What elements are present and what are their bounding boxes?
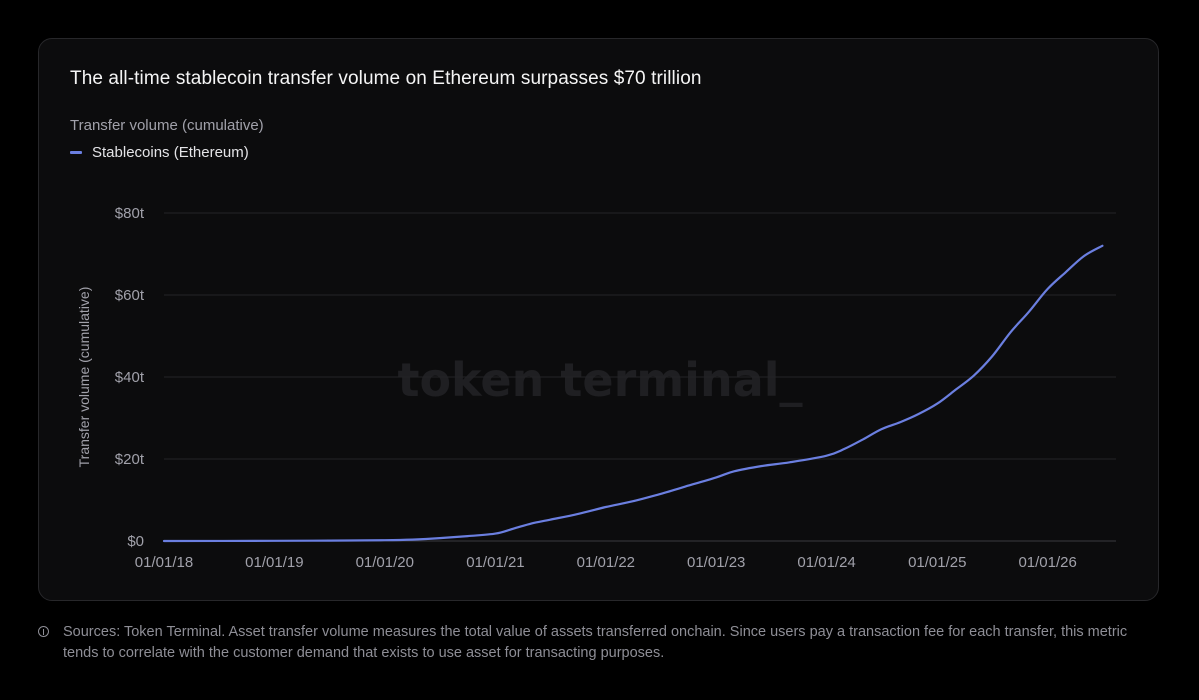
x-tick-label: 01/01/20 [356,554,414,571]
legend-label: Stablecoins (Ethereum) [92,144,249,161]
legend-swatch [70,151,82,154]
y-tick-label: $20t [115,451,145,468]
x-tick-label: 01/01/25 [908,554,966,571]
watermark-logo: token terminal_ [397,353,802,407]
chart-title: The all-time stablecoin transfer volume … [70,68,702,89]
x-tick-label: 01/01/26 [1018,554,1076,571]
y-tick-label: $60t [115,287,145,304]
footer-note: Sources: Token Terminal. Asset transfer … [38,622,1158,664]
x-tick-label: 01/01/18 [135,554,193,571]
chart-subtitle: Transfer volume (cumulative) [70,117,264,134]
y-axis-title: Transfer volume (cumulative) [76,287,92,468]
legend[interactable]: Stablecoins (Ethereum) [70,144,249,161]
x-tick-label: 01/01/23 [687,554,745,571]
info-icon [38,626,49,637]
y-tick-label: $40t [115,369,145,386]
series-line-stablecoins-ethereum [162,244,1104,543]
y-tick-label: $80t [115,205,145,222]
footer-text: Sources: Token Terminal. Asset transfer … [63,624,1128,661]
chart-card: The all-time stablecoin transfer volume … [38,38,1159,601]
x-tick-label: 01/01/19 [245,554,303,571]
y-tick-label: $0 [127,533,144,550]
x-tick-label: 01/01/24 [797,554,855,571]
x-tick-label: 01/01/21 [466,554,524,571]
x-tick-label: 01/01/22 [577,554,635,571]
